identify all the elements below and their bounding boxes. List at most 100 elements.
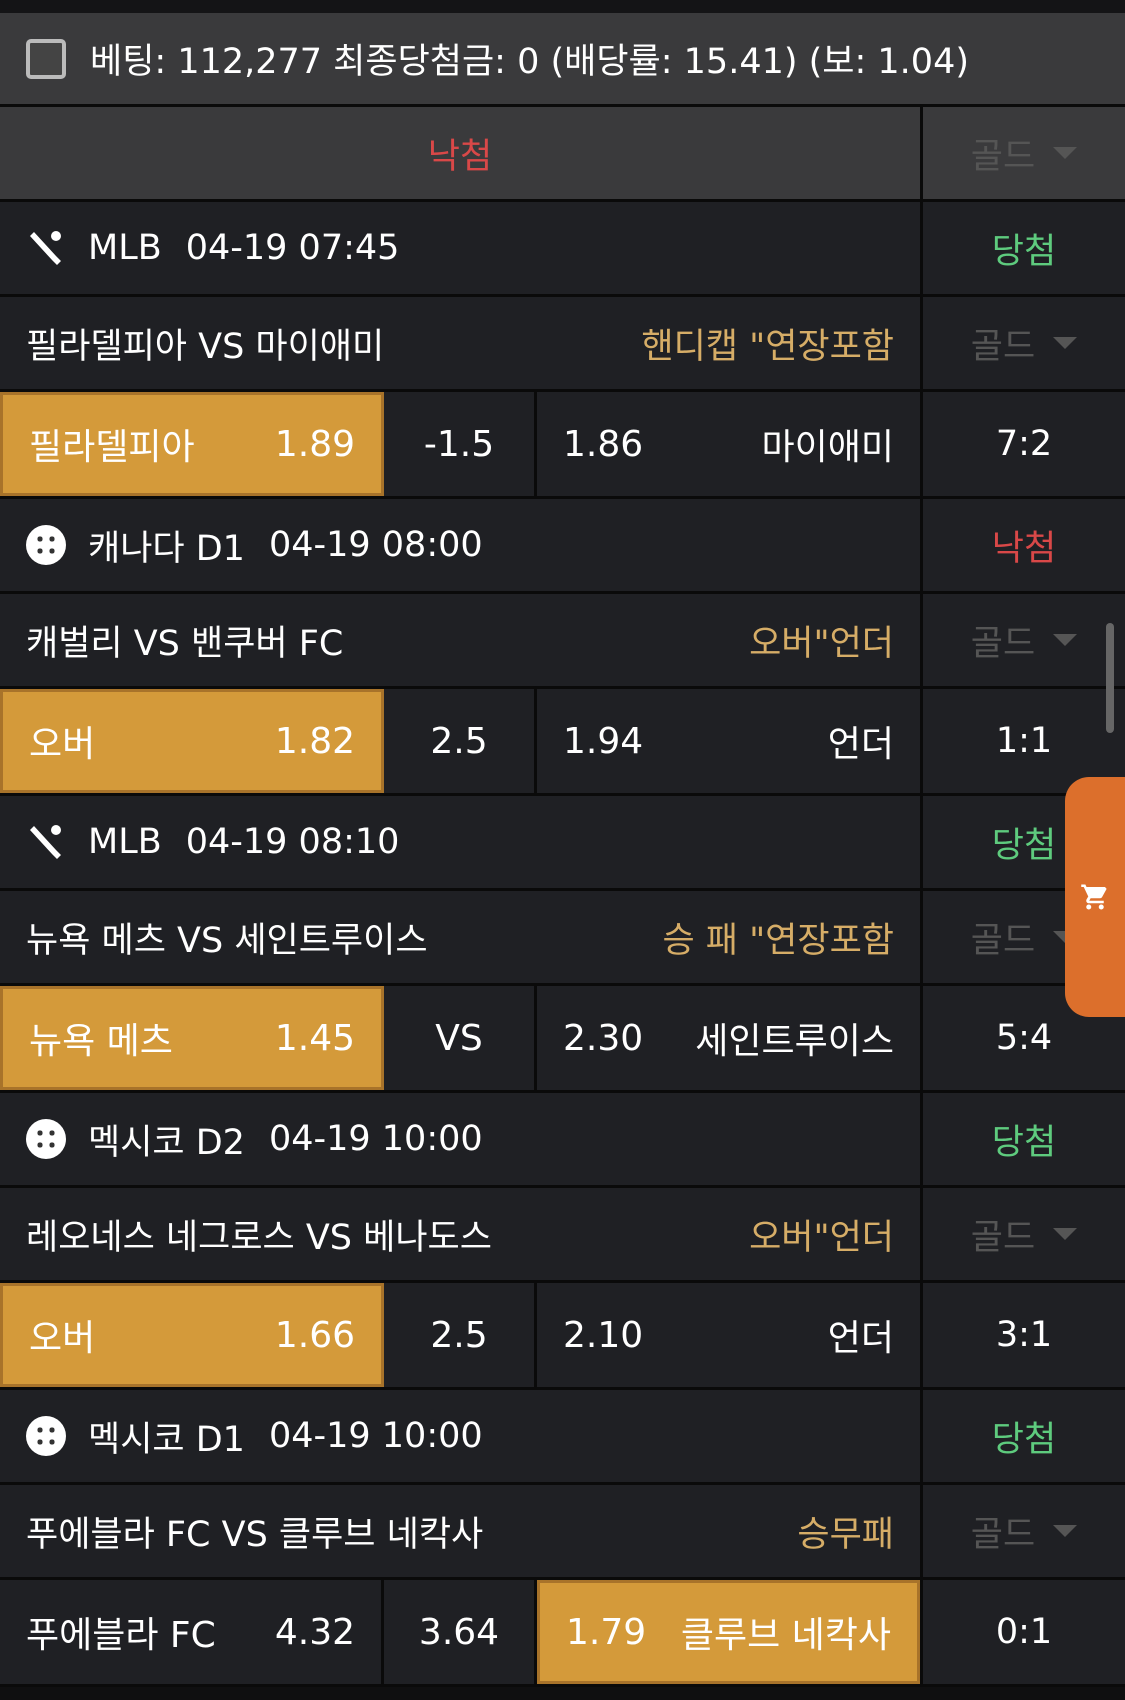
market-type: 승 패 "연장포함: [662, 920, 894, 961]
home-odds-button[interactable]: 푸에블라 FC 4.32: [0, 1580, 384, 1684]
match-title: 푸에블라 FC VS 클루브 네칵사: [26, 1514, 484, 1555]
game-time: 04-19 08:10: [185, 822, 400, 862]
league: MLB: [88, 228, 162, 268]
away-odds-button[interactable]: 1.79 클루브 네칵사: [537, 1580, 920, 1684]
odds-row: 오버 1.82 2.5 1.94 언더 1:1: [0, 689, 1125, 796]
market-type: 오버"언더: [749, 623, 894, 664]
select-label: 골드: [970, 1514, 1036, 1555]
chevron-down-icon: [1053, 634, 1078, 646]
gold-select[interactable]: 골드: [923, 1485, 1125, 1577]
league: 멕시코 D2: [88, 1122, 245, 1163]
away-odds: 2.10: [563, 1314, 644, 1356]
home-odds: 1.89: [274, 423, 355, 465]
home-odds: 1.45: [274, 1017, 355, 1059]
home-name: 푸에블라 FC: [26, 1615, 216, 1656]
game-time: 04-19 08:00: [268, 525, 483, 565]
market-type: 오버"언더: [749, 1217, 894, 1258]
game-time: 04-19 10:00: [268, 1416, 483, 1456]
gold-select[interactable]: 골드: [923, 594, 1125, 686]
game-time: 04-19 07:45: [185, 228, 400, 268]
game-time: 04-19 10:00: [268, 1119, 483, 1159]
top-band: [0, 0, 1125, 13]
home-odds: 4.32: [274, 1611, 355, 1653]
game-result: 당첨: [991, 1122, 1057, 1163]
games-list: MLB 04-19 07:45 당첨 필라델피아 VS 마이애미 핸디캡 "연장포함…: [0, 202, 1125, 1687]
score: 1:1: [995, 721, 1053, 761]
home-name: 오버: [29, 724, 96, 765]
away-odds: 2.30: [563, 1017, 644, 1059]
select-label: 골드: [970, 623, 1036, 664]
game-header-row: 멕시코 D1 04-19 10:00 당첨: [0, 1390, 1125, 1485]
score: 5:4: [995, 1018, 1053, 1058]
home-odds: 1.66: [274, 1314, 355, 1356]
bet-summary: 베팅: 112,277 최종당첨금: 0 (배당률: 15.41) (보: 1.…: [0, 13, 1125, 107]
game-result: 당첨: [991, 231, 1057, 272]
away-name: 클루브 네칵사: [680, 1615, 891, 1656]
away-name: 언더: [827, 724, 894, 765]
away-name: 마이애미: [761, 427, 894, 468]
away-odds-button[interactable]: 1.94 언더: [537, 689, 920, 793]
middle-value: VS: [435, 1017, 483, 1059]
league: 멕시코 D1: [88, 1419, 245, 1460]
score: 7:2: [995, 424, 1053, 464]
cart-icon: [1081, 884, 1107, 910]
match-title: 필라델피아 VS 마이애미: [26, 326, 385, 367]
chevron-down-icon: [1053, 1228, 1078, 1240]
soccer-ball-icon: [26, 525, 66, 565]
match-title: 캐벌리 VS 밴쿠버 FC: [26, 623, 344, 664]
scrollbar[interactable]: [1106, 623, 1114, 733]
score: 3:1: [995, 1315, 1053, 1355]
select-label: 골드: [970, 1217, 1036, 1258]
home-name: 필라델피아: [29, 427, 195, 468]
baseball-icon: [30, 825, 61, 859]
match-row: 레오네스 네그로스 VS 베나도스 오버"언더 골드: [0, 1188, 1125, 1283]
home-odds: 1.82: [274, 720, 355, 762]
home-name: 오버: [29, 1318, 96, 1359]
cart-button[interactable]: [1065, 777, 1125, 1017]
match-title: 뉴욕 메츠 VS 세인트루이스: [26, 920, 428, 961]
match-row: 캐벌리 VS 밴쿠버 FC 오버"언더 골드: [0, 594, 1125, 689]
game-result: 당첨: [991, 825, 1057, 866]
gold-select[interactable]: 골드: [923, 1188, 1125, 1280]
middle-value: -1.5: [423, 423, 495, 465]
soccer-ball-icon: [26, 1416, 66, 1456]
away-odds-button[interactable]: 2.30 세인트루이스: [537, 986, 920, 1090]
market-type: 승무패: [797, 1514, 894, 1555]
select-checkbox[interactable]: [26, 38, 66, 79]
odds-row: 뉴욕 메츠 1.45 VS 2.30 세인트루이스 5:4: [0, 986, 1125, 1093]
overall-select[interactable]: 골드: [923, 107, 1125, 199]
gold-select[interactable]: 골드: [923, 297, 1125, 389]
league: 캐나다 D1: [88, 528, 245, 569]
middle-odds-cell[interactable]: 2.5: [384, 689, 537, 793]
odds-row: 푸에블라 FC 4.32 3.64 1.79 클루브 네칵사 0:1: [0, 1580, 1125, 1687]
chevron-down-icon: [1053, 337, 1078, 349]
middle-odds-cell[interactable]: -1.5: [384, 392, 537, 496]
summary-text: 베팅: 112,277 최종당첨금: 0 (배당률: 15.41) (보: 1.…: [90, 42, 969, 82]
home-odds-button[interactable]: 오버 1.82: [0, 689, 384, 793]
away-odds-button[interactable]: 2.10 언더: [537, 1283, 920, 1387]
middle-odds-cell[interactable]: 2.5: [384, 1283, 537, 1387]
match-row: 필라델피아 VS 마이애미 핸디캡 "연장포함 골드: [0, 297, 1125, 392]
home-odds-button[interactable]: 필라델피아 1.89: [0, 392, 384, 496]
chevron-down-icon: [1053, 1525, 1078, 1537]
away-odds: 1.94: [563, 720, 644, 762]
middle-value: 2.5: [430, 720, 488, 762]
select-label: 골드: [970, 326, 1036, 367]
home-odds-button[interactable]: 뉴욕 메츠 1.45: [0, 986, 384, 1090]
baseball-icon: [30, 231, 61, 265]
overall-result: 낙첨: [427, 136, 493, 177]
home-odds-button[interactable]: 오버 1.66: [0, 1283, 384, 1387]
away-name: 언더: [827, 1318, 894, 1359]
odds-row: 필라델피아 1.89 -1.5 1.86 마이애미 7:2: [0, 392, 1125, 499]
overall-status-row: 낙첨 골드: [0, 107, 1125, 202]
select-label: 골드: [970, 920, 1036, 961]
match-row: 뉴욕 메츠 VS 세인트루이스 승 패 "연장포함 골드: [0, 891, 1125, 986]
middle-odds-cell[interactable]: 3.64: [384, 1580, 537, 1684]
odds-row: 오버 1.66 2.5 2.10 언더 3:1: [0, 1283, 1125, 1390]
middle-odds-cell[interactable]: VS: [384, 986, 537, 1090]
middle-value: 3.64: [418, 1611, 500, 1653]
away-odds: 1.79: [566, 1611, 647, 1653]
away-odds-button[interactable]: 1.86 마이애미: [537, 392, 920, 496]
away-odds: 1.86: [563, 423, 644, 465]
select-label: 골드: [970, 136, 1036, 177]
